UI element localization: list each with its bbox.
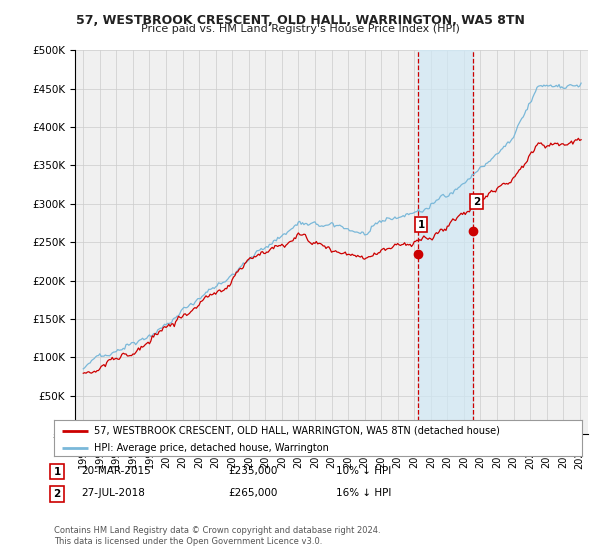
Text: 1: 1 xyxy=(418,220,425,230)
Text: 2: 2 xyxy=(53,489,61,499)
Text: 10% ↓ HPI: 10% ↓ HPI xyxy=(336,466,391,476)
Text: 57, WESTBROOK CRESCENT, OLD HALL, WARRINGTON, WA5 8TN: 57, WESTBROOK CRESCENT, OLD HALL, WARRIN… xyxy=(76,14,524,27)
Bar xyxy=(418,50,473,434)
Text: 1: 1 xyxy=(53,466,61,477)
Text: Contains HM Land Registry data © Crown copyright and database right 2024.
This d: Contains HM Land Registry data © Crown c… xyxy=(54,526,380,546)
Text: £265,000: £265,000 xyxy=(228,488,277,498)
Text: 27-JUL-2018: 27-JUL-2018 xyxy=(81,488,145,498)
Text: £235,000: £235,000 xyxy=(228,466,277,476)
Text: HPI: Average price, detached house, Warrington: HPI: Average price, detached house, Warr… xyxy=(94,444,328,454)
Text: 2: 2 xyxy=(473,197,480,207)
Text: 16% ↓ HPI: 16% ↓ HPI xyxy=(336,488,391,498)
Text: 57, WESTBROOK CRESCENT, OLD HALL, WARRINGTON, WA5 8TN (detached house): 57, WESTBROOK CRESCENT, OLD HALL, WARRIN… xyxy=(94,426,499,436)
Text: Price paid vs. HM Land Registry's House Price Index (HPI): Price paid vs. HM Land Registry's House … xyxy=(140,24,460,34)
Text: 20-MAR-2015: 20-MAR-2015 xyxy=(81,466,151,476)
